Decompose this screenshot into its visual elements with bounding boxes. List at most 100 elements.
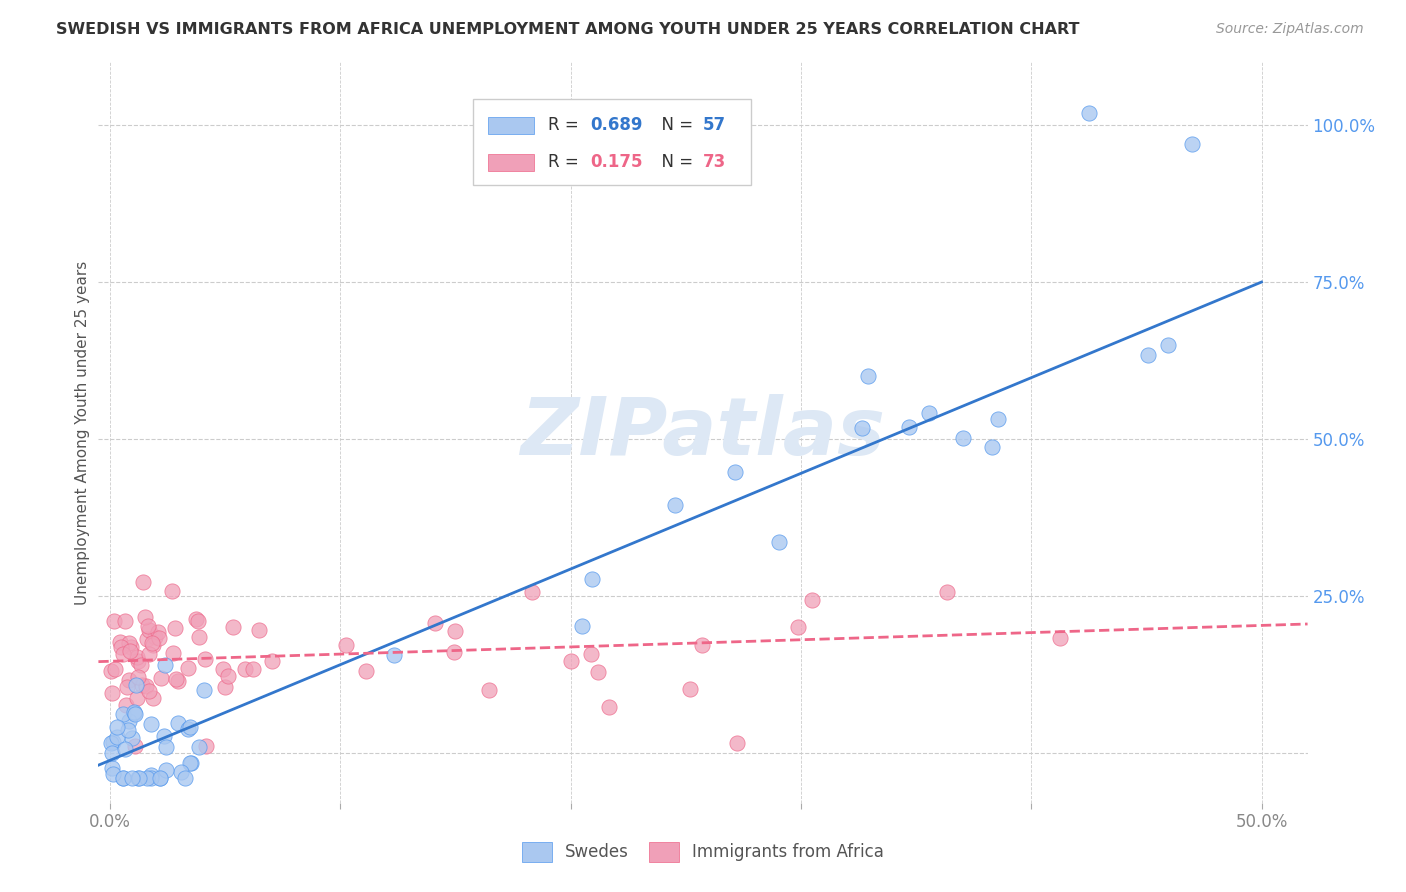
Point — [787, 620, 810, 634]
Text: Source: ZipAtlas.com: Source: ZipAtlas.com — [1216, 22, 1364, 37]
Point — [725, 736, 748, 750]
Point — [127, 670, 149, 684]
Point — [898, 420, 921, 434]
Point — [987, 412, 1010, 426]
Point — [354, 665, 377, 679]
Text: N =: N = — [651, 116, 699, 135]
Point — [127, 654, 149, 668]
Point — [522, 585, 544, 599]
Point — [155, 740, 177, 755]
Text: SWEDISH VS IMMIGRANTS FROM AFRICA UNEMPLOYMENT AMONG YOUTH UNDER 25 YEARS CORREL: SWEDISH VS IMMIGRANTS FROM AFRICA UNEMPL… — [56, 22, 1080, 37]
Point — [801, 593, 824, 607]
Point — [217, 669, 239, 683]
Point — [148, 631, 170, 645]
Point — [165, 672, 187, 686]
Point — [571, 619, 593, 633]
FancyBboxPatch shape — [488, 117, 534, 134]
Point — [121, 731, 143, 745]
Point — [114, 614, 136, 628]
Point — [335, 639, 357, 653]
Point — [149, 771, 172, 785]
Point — [146, 624, 169, 639]
Point — [858, 369, 880, 384]
Point — [188, 739, 211, 754]
Point — [918, 406, 941, 420]
Point — [936, 584, 959, 599]
Point — [180, 756, 202, 770]
Point — [141, 635, 163, 649]
Legend: Swedes, Immigrants from Africa: Swedes, Immigrants from Africa — [515, 835, 891, 869]
Point — [124, 739, 146, 754]
Point — [136, 619, 159, 633]
Point — [134, 609, 156, 624]
Point — [122, 706, 145, 721]
Point — [132, 575, 155, 590]
Point — [110, 640, 132, 655]
Point — [194, 652, 217, 666]
Point — [211, 662, 233, 676]
Point — [478, 683, 501, 698]
Point — [179, 720, 201, 734]
Point — [679, 681, 702, 696]
Point — [101, 735, 124, 749]
Point — [139, 767, 162, 781]
Point — [111, 647, 134, 661]
Point — [111, 707, 134, 722]
Point — [952, 431, 974, 445]
Text: R =: R = — [548, 153, 585, 171]
Point — [118, 714, 141, 729]
Point — [166, 674, 188, 689]
Point — [260, 655, 283, 669]
Point — [581, 573, 603, 587]
Point — [100, 746, 122, 760]
Point — [143, 631, 166, 645]
Point — [108, 634, 131, 648]
Text: ZIPatlas: ZIPatlas — [520, 393, 886, 472]
Point — [118, 644, 141, 658]
Text: 0.689: 0.689 — [591, 116, 643, 135]
Point — [187, 630, 209, 644]
Point — [166, 715, 188, 730]
Point — [1136, 348, 1159, 362]
Point — [115, 698, 138, 712]
Point — [100, 664, 122, 678]
Point — [131, 678, 153, 692]
Point — [724, 465, 747, 479]
Point — [443, 645, 465, 659]
Point — [115, 680, 138, 694]
Text: 0.175: 0.175 — [591, 153, 643, 171]
Text: R =: R = — [548, 116, 585, 135]
Point — [129, 658, 152, 673]
Point — [127, 691, 149, 706]
Point — [118, 636, 141, 650]
Point — [112, 771, 135, 785]
Point — [120, 640, 142, 654]
Point — [100, 685, 122, 699]
Point — [214, 680, 236, 694]
Point — [177, 661, 200, 675]
Point — [127, 771, 149, 785]
Point — [117, 723, 139, 737]
Point — [768, 535, 790, 549]
FancyBboxPatch shape — [488, 154, 534, 170]
Point — [122, 706, 145, 720]
Point — [443, 624, 465, 638]
Point — [851, 420, 873, 434]
Point — [1049, 632, 1071, 646]
Text: 73: 73 — [703, 153, 727, 171]
Point — [382, 648, 405, 663]
Point — [136, 771, 159, 785]
Point — [103, 614, 125, 628]
Point — [100, 736, 122, 750]
Text: N =: N = — [651, 153, 699, 171]
Point — [193, 683, 215, 698]
Point — [117, 673, 139, 687]
Point — [114, 741, 136, 756]
Y-axis label: Unemployment Among Youth under 25 years: Unemployment Among Youth under 25 years — [75, 260, 90, 605]
Text: 57: 57 — [703, 116, 725, 135]
Point — [1157, 337, 1180, 351]
Point — [152, 729, 174, 743]
Point — [560, 654, 582, 668]
Point — [101, 766, 124, 780]
Point — [690, 638, 713, 652]
